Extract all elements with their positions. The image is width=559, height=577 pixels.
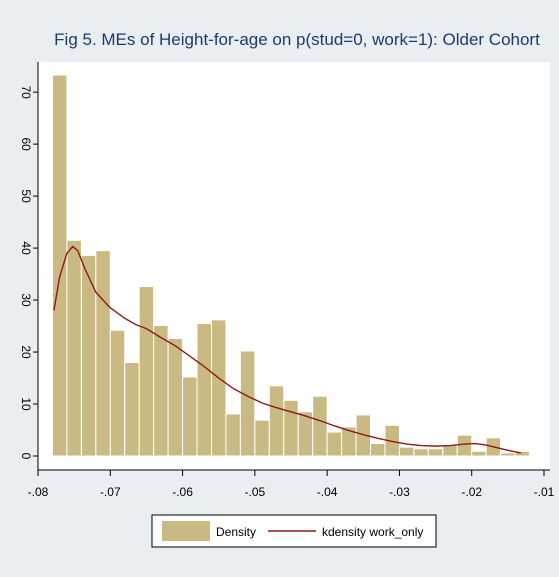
histogram-bar <box>413 448 429 457</box>
x-tick-label: -.04 <box>317 485 338 499</box>
y-tick-label: 70 <box>19 85 33 99</box>
histogram-bar <box>355 414 372 457</box>
histogram-bar <box>471 450 487 457</box>
histogram-bar <box>370 443 386 457</box>
histogram-bar <box>456 434 473 457</box>
chart-title: Fig 5. MEs of Height-for-age on p(stud=0… <box>54 30 540 49</box>
x-tick-label: -.01 <box>534 485 555 499</box>
histogram-bar <box>182 376 198 457</box>
histogram-bar <box>384 424 400 457</box>
y-tick-label: 10 <box>19 397 33 411</box>
histogram-bar <box>124 361 140 457</box>
legend: Density kdensity work_only <box>151 514 437 548</box>
histogram-bar <box>268 385 285 457</box>
histogram-bar <box>66 239 82 457</box>
x-tick-label: -.08 <box>28 485 49 499</box>
histogram-bar <box>500 452 516 457</box>
histogram-bar <box>514 450 531 457</box>
histogram-bar <box>196 322 212 457</box>
y-tick-label: 30 <box>19 293 33 307</box>
histogram-bar <box>283 399 299 457</box>
histogram-bar <box>109 329 126 457</box>
x-tick-label: -.03 <box>389 485 410 499</box>
histogram-bar <box>167 338 184 457</box>
histogram-bar <box>254 419 270 457</box>
histogram-bar <box>95 250 111 457</box>
legend-density-swatch <box>162 521 210 541</box>
histogram-bar <box>138 286 155 457</box>
histogram-bar <box>312 395 328 457</box>
y-tick-label: 60 <box>19 137 33 151</box>
x-tick-label: -.05 <box>245 485 266 499</box>
x-ticks: -.08 -.07 -.06 -.05 -.04 -.03 -.02 -.01 <box>28 470 555 499</box>
histogram-bar <box>297 411 314 457</box>
histogram-bar <box>51 74 68 457</box>
histogram-bar <box>210 319 227 457</box>
y-tick-label: 0 <box>19 453 33 460</box>
histogram-bar <box>153 325 169 457</box>
y-tick-label: 20 <box>19 345 33 359</box>
x-tick-label: -.06 <box>172 485 193 499</box>
histogram-bar <box>239 350 256 457</box>
histogram-bar <box>80 254 97 457</box>
y-tick-label: 50 <box>19 189 33 203</box>
y-tick-label: 40 <box>19 241 33 255</box>
kdensity-line <box>53 245 521 454</box>
legend-kdensity-label: kdensity work_only <box>322 525 423 539</box>
histogram-bar <box>427 448 444 457</box>
legend-density-label: Density <box>216 525 256 539</box>
histogram-bar <box>225 413 241 457</box>
histogram-bar <box>326 431 343 457</box>
y-ticks: 0 10 20 30 40 50 60 70 <box>19 85 38 460</box>
histogram-bars <box>51 74 531 457</box>
histogram-bar <box>398 446 415 457</box>
x-tick-label: -.02 <box>461 485 482 499</box>
histogram-bar <box>442 444 458 457</box>
x-tick-label: -.07 <box>100 485 121 499</box>
